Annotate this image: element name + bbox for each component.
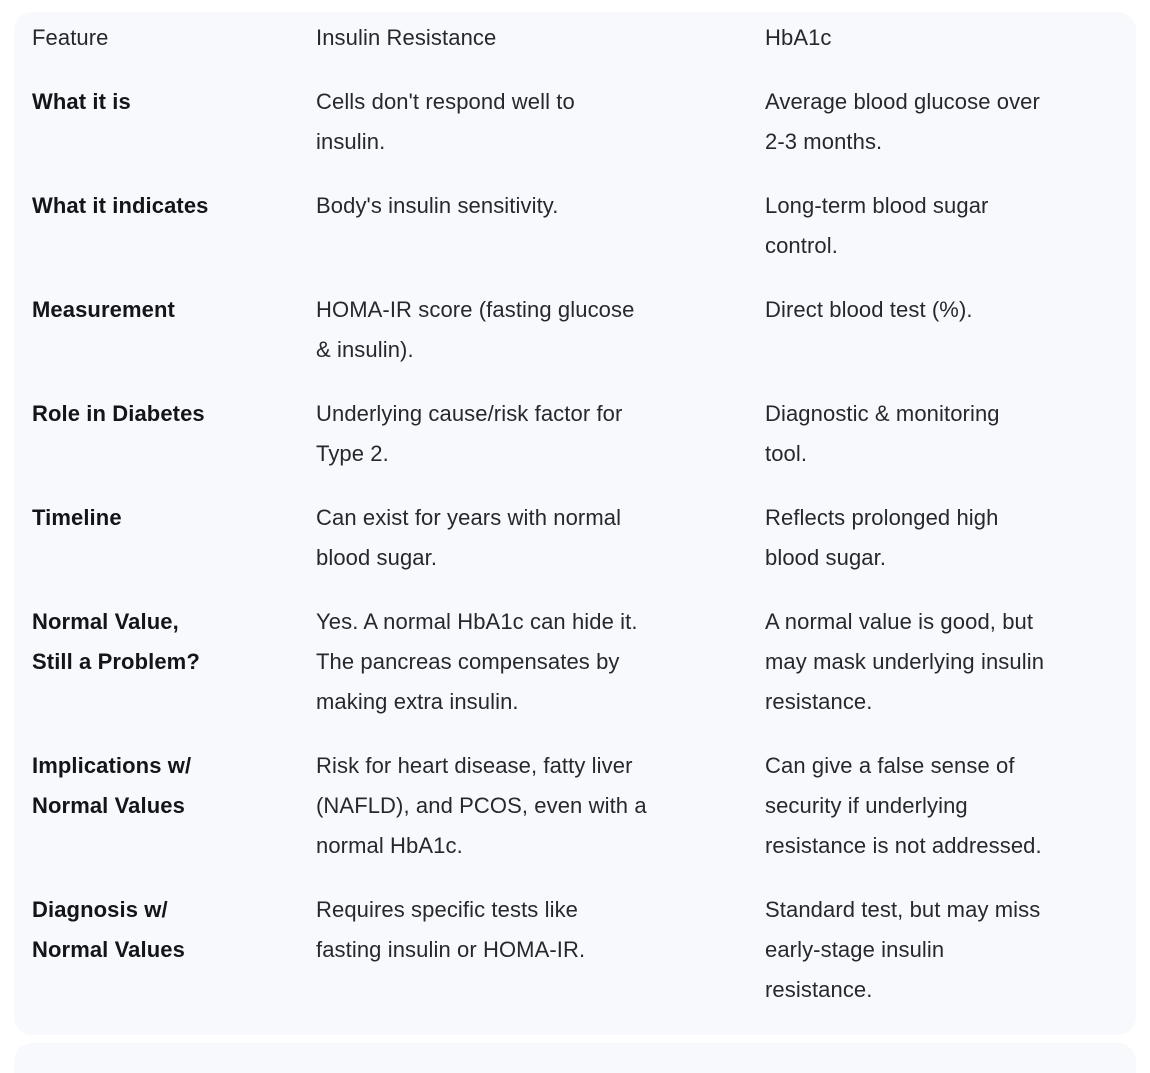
cell-hba1c: Average blood glucose over 2-3 months. xyxy=(765,89,1040,154)
column-header-hba1c: HbA1c xyxy=(765,25,832,50)
table-row: Timeline Can exist for years with normal… xyxy=(32,486,1118,590)
cell-insulin-resistance: Can exist for years with normal blood su… xyxy=(316,505,622,570)
comparison-table-card: Feature Insulin Resistance HbA1c What it… xyxy=(14,12,1136,1035)
cell-hba1c: Diagnostic & monitoring tool. xyxy=(765,401,1000,466)
cell-feature: Implications w/ Normal Values xyxy=(32,753,192,818)
cell-insulin-resistance: Yes. A normal HbA1c can hide it. The pan… xyxy=(316,609,638,714)
cell-feature: Timeline xyxy=(32,505,122,530)
table-row: Implications w/ Normal Values Risk for h… xyxy=(32,734,1118,878)
table-row: What it is Cells don't respond well to i… xyxy=(32,70,1118,174)
cell-hba1c: Can give a false sense of security if un… xyxy=(765,753,1042,858)
table-row: Normal Value, Still a Problem? Yes. A no… xyxy=(32,590,1118,734)
cell-insulin-resistance: Cells don't respond well to insulin. xyxy=(316,89,575,154)
cell-hba1c: Direct blood test (%). xyxy=(765,297,973,322)
column-header-insulin-resistance: Insulin Resistance xyxy=(316,25,497,50)
cell-feature: What it indicates xyxy=(32,193,209,218)
cell-hba1c: Standard test, but may miss early-stage … xyxy=(765,897,1041,1002)
table-header-row: Feature Insulin Resistance HbA1c xyxy=(32,12,1118,70)
table-row: Measurement HOMA-IR score (fasting gluco… xyxy=(32,278,1118,382)
table-row: What it indicates Body's insulin sensiti… xyxy=(32,174,1118,278)
cell-hba1c: Reflects prolonged high blood sugar. xyxy=(765,505,999,570)
cell-feature: What it is xyxy=(32,89,131,114)
cell-hba1c: A normal value is good, but may mask und… xyxy=(765,609,1045,714)
cell-insulin-resistance: Requires specific tests like fasting ins… xyxy=(316,897,586,962)
cell-feature: Normal Value, Still a Problem? xyxy=(32,609,200,674)
table-row: Role in Diabetes Underlying cause/risk f… xyxy=(32,382,1118,486)
cell-insulin-resistance: Risk for heart disease, fatty liver (NAF… xyxy=(316,753,647,858)
column-header-feature: Feature xyxy=(32,25,109,50)
table-row: Diagnosis w/ Normal Values Requires spec… xyxy=(32,878,1118,1022)
cell-hba1c: Long-term blood sugar control. xyxy=(765,193,989,258)
cell-feature: Role in Diabetes xyxy=(32,401,205,426)
cell-insulin-resistance: HOMA-IR score (fasting glucose & insulin… xyxy=(316,297,635,362)
cell-feature: Diagnosis w/ Normal Values xyxy=(32,897,185,962)
cell-insulin-resistance: Body's insulin sensitivity. xyxy=(316,193,559,218)
cell-insulin-resistance: Underlying cause/risk factor for Type 2. xyxy=(316,401,623,466)
cell-feature: Measurement xyxy=(32,297,175,322)
